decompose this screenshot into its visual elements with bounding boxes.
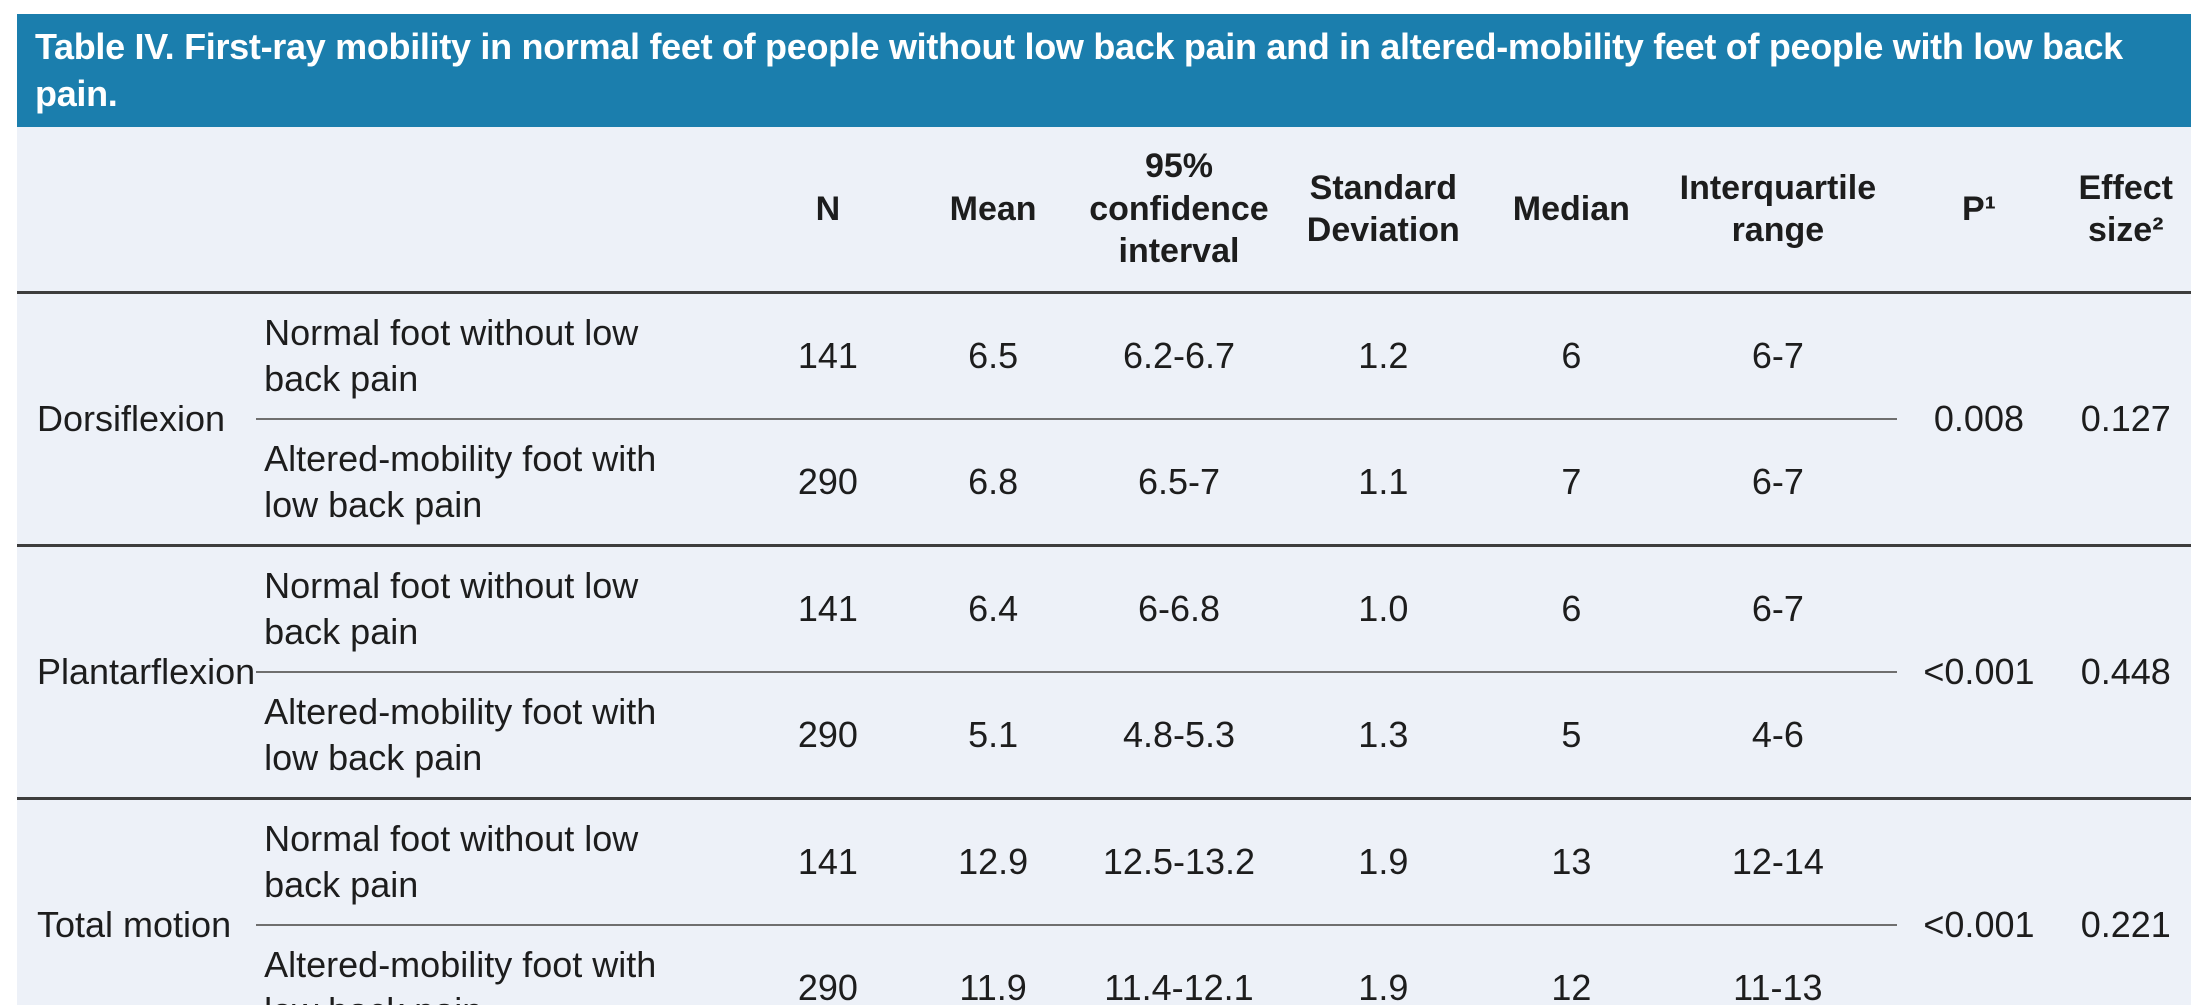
cell-iqr: 6-7 xyxy=(1751,460,1804,502)
cell-effect-size: 0.221 xyxy=(2060,797,2191,1005)
column-header-empty-group xyxy=(17,127,256,293)
cell-median: 12 xyxy=(1551,966,1592,1005)
group-label-plantarflexion: Plantarflexion xyxy=(17,544,257,799)
cell-median: 5 xyxy=(1561,713,1582,755)
cell-ci: 4.8-5.3 xyxy=(1122,713,1236,755)
cell-ci: 6-6.8 xyxy=(1075,544,1283,673)
row-label: Normal foot without low back pain xyxy=(256,797,746,926)
cell-effect-size: 0.127 xyxy=(2060,291,2191,546)
cell-median: 13 xyxy=(1484,797,1659,926)
cell-effect-size: 0.448 xyxy=(2060,544,2191,799)
table-title: Table IV. First-ray mobility in normal f… xyxy=(35,25,2123,114)
cell-mean: 6.5 xyxy=(910,291,1076,420)
cell-ci: 6.2-6.7 xyxy=(1075,291,1283,420)
cell-n: 141 xyxy=(745,544,911,673)
cell-ci: 11.4-12.1 xyxy=(1104,966,1254,1005)
cell-mean: 12.9 xyxy=(910,797,1076,926)
table-row: Dorsiflexion Normal foot without low bac… xyxy=(17,291,2191,546)
table-row: Total motion Normal foot without low bac… xyxy=(17,797,2191,1005)
cell-iqr: 4-6 xyxy=(1751,713,1804,755)
cell-n: 290 xyxy=(797,460,858,502)
column-header-mean: Mean xyxy=(949,189,1037,228)
row-label: Altered-mobility foot with low back pain xyxy=(264,690,657,778)
row-label: Normal foot without low back pain xyxy=(256,544,746,673)
cell-iqr: 12-14 xyxy=(1658,797,1898,926)
table-row: Altered-mobility foot with low back pain… xyxy=(17,672,2191,799)
cell-sd: 1.0 xyxy=(1282,544,1485,673)
row-label: Altered-mobility foot with low back pain xyxy=(264,943,657,1005)
cell-sd: 1.9 xyxy=(1282,797,1485,926)
cell-n: 141 xyxy=(745,797,911,926)
table-row: Plantarflexion Normal foot without low b… xyxy=(17,544,2191,799)
column-header-median: Median xyxy=(1512,189,1630,228)
cell-median: 6 xyxy=(1484,544,1659,673)
table-title-bar: Table IV. First-ray mobility in normal f… xyxy=(17,14,2191,127)
cell-iqr: 11-13 xyxy=(1733,966,1823,1005)
first-ray-mobility-table: N Mean 95% confidence interval Standard … xyxy=(17,127,2191,1005)
cell-iqr: 6-7 xyxy=(1658,291,1898,420)
column-header-sd: Standard Deviation xyxy=(1306,168,1460,250)
cell-median: 6 xyxy=(1484,291,1659,420)
header-row: N Mean 95% confidence interval Standard … xyxy=(17,127,2191,293)
cell-mean: 6.4 xyxy=(910,544,1076,673)
cell-sd: 1.2 xyxy=(1282,291,1485,420)
row-label: Altered-mobility foot with low back pain xyxy=(264,437,657,525)
cell-mean: 5.1 xyxy=(968,713,1019,755)
column-header-effect-size: Effect size² xyxy=(2078,168,2173,250)
column-header-p: P¹ xyxy=(1961,189,1996,228)
cell-sd: 1.9 xyxy=(1358,966,1409,1005)
cell-n: 290 xyxy=(797,713,858,755)
column-header-ci: 95% confidence interval xyxy=(1089,147,1269,271)
table-row: Altered-mobility foot with low back pain… xyxy=(17,419,2191,546)
cell-mean: 6.8 xyxy=(968,460,1019,502)
cell-p-value: 0.008 xyxy=(1897,291,2061,546)
cell-iqr: 6-7 xyxy=(1658,544,1898,673)
cell-sd: 1.3 xyxy=(1358,713,1409,755)
row-label: Normal foot without low back pain xyxy=(256,291,746,420)
cell-median: 7 xyxy=(1561,460,1582,502)
column-header-n: N xyxy=(815,189,841,228)
cell-p-value: <0.001 xyxy=(1897,544,2061,799)
cell-n: 290 xyxy=(797,966,858,1005)
group-label-total-motion: Total motion xyxy=(17,797,257,1005)
cell-p-value: <0.001 xyxy=(1897,797,2061,1005)
group-label-dorsiflexion: Dorsiflexion xyxy=(17,291,257,546)
cell-sd: 1.1 xyxy=(1358,460,1409,502)
column-header-empty-sublabel xyxy=(256,127,745,293)
cell-mean: 11.9 xyxy=(959,966,1027,1005)
table-row: Altered-mobility foot with low back pain… xyxy=(17,925,2191,1005)
cell-ci: 12.5-13.2 xyxy=(1075,797,1283,926)
column-header-iqr: Interquartile range xyxy=(1679,168,1877,250)
cell-ci: 6.5-7 xyxy=(1137,460,1220,502)
cell-n: 141 xyxy=(745,291,911,420)
